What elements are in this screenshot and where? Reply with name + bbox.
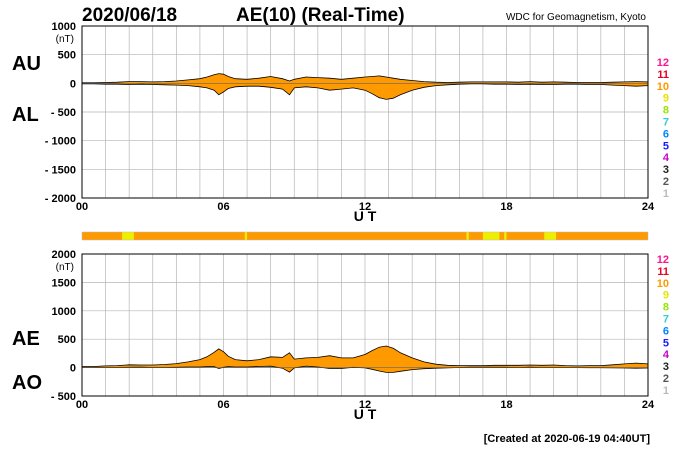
chart-title: AE(10) (Real-Time) <box>236 5 405 26</box>
station-scale-label: 9 <box>663 290 669 302</box>
au-al-y-tick-label: - 2000 <box>45 193 76 205</box>
ae-ao-x-tick-label: 12 <box>359 399 371 411</box>
station-scale-label: 8 <box>663 105 669 117</box>
station-scale-label: 7 <box>663 117 669 129</box>
au-al-panel: 1000 500 0 - 500 - 1000 - 1500 - 2000 00 06 12 18… <box>12 21 655 224</box>
station-scale-label: 6 <box>663 325 669 337</box>
au-al-y-tick-label: - 1000 <box>45 136 76 148</box>
au-al-x-tick-labels: 00 06 12 18 24 <box>76 201 655 213</box>
station-bar-segment <box>122 232 134 240</box>
au-al-grid <box>82 26 648 198</box>
station-scale-label: 7 <box>663 314 669 326</box>
station-bar-segment <box>244 232 248 240</box>
au-al-x-tick-label: 06 <box>217 201 229 213</box>
station-scale-label: 2 <box>663 176 669 188</box>
station-bar-frame <box>81 231 649 241</box>
station-scale-label: 1 <box>663 188 669 200</box>
station-scale-label: 4 <box>663 349 670 361</box>
station-bar-segment <box>482 232 500 240</box>
station-bar-segment <box>544 232 557 240</box>
ae-ao-y-tick-label: 1000 <box>52 306 76 318</box>
ae-ao-y-tick-label: 2000 <box>52 249 76 261</box>
station-scale-label: 10 <box>657 278 669 290</box>
au-al-au-line <box>82 73 649 84</box>
station-count-bar <box>81 231 649 241</box>
ae-ao-x-tick-labels: 00 06 12 18 24 <box>76 399 655 411</box>
station-scale-label: 5 <box>663 140 669 152</box>
au-al-x-axis-label: U T <box>354 208 377 224</box>
ae-ao-panel: 2000 1500 1000 500 0 - 500 00 06 12 18 24 (nT) AE… <box>12 249 655 422</box>
station-bar-base <box>82 232 648 240</box>
station-scale-label: 10 <box>657 81 669 93</box>
station-scale-label: 12 <box>657 254 669 266</box>
station-scale-label: 9 <box>663 93 669 105</box>
ae-ao-unit: (nT) <box>56 262 74 273</box>
station-scale-label: 6 <box>663 128 669 140</box>
ae-ao-x-tick-label: 06 <box>217 399 229 411</box>
au-al-y-tick-label: - 500 <box>51 107 76 119</box>
au-label: AU <box>12 53 41 75</box>
ae-ao-fill-area <box>82 346 648 373</box>
ae-ao-y-tick-label: 0 <box>70 363 76 375</box>
au-al-x-tick-label: 00 <box>76 201 88 213</box>
ae-ao-x-axis-label: U T <box>354 406 377 422</box>
au-al-series <box>82 73 649 100</box>
ae-label: AE <box>12 328 40 350</box>
ae-ao-grid <box>82 254 648 396</box>
au-al-y-tick-label: 500 <box>58 50 76 62</box>
au-al-y-tick-labels: 1000 500 0 - 500 - 1000 - 1500 - 2000 <box>45 21 76 205</box>
au-al-unit: (nT) <box>56 34 74 45</box>
ae-ao-x-tick-label: 18 <box>500 399 512 411</box>
ae-ao-frame <box>81 253 649 397</box>
station-scale-label: 11 <box>657 69 669 81</box>
station-scale-label: 5 <box>663 337 669 349</box>
ae-ao-ae-line <box>82 345 649 367</box>
au-al-y-tick-label: - 1500 <box>45 164 76 176</box>
station-scale-label: 3 <box>663 361 669 373</box>
au-al-x-tick-label: 18 <box>500 201 512 213</box>
au-al-x-tick-label: 24 <box>642 201 655 213</box>
station-scale-label: 8 <box>663 302 669 314</box>
au-al-frame <box>81 25 649 199</box>
ae-ao-series <box>82 345 649 373</box>
ae-ao-y-tick-label: - 500 <box>51 391 76 403</box>
chart-date: 2020/06/18 <box>82 5 177 26</box>
station-scale-label: 2 <box>663 373 669 385</box>
ae-ao-x-tick-label: 24 <box>642 399 655 411</box>
created-timestamp: [Created at 2020-06-19 04:40UT] <box>484 433 651 445</box>
au-al-x-tick-label: 12 <box>359 201 371 213</box>
station-scale-label: 12 <box>657 57 669 69</box>
au-al-al-line <box>82 83 649 100</box>
ao-label: AO <box>12 372 42 394</box>
station-scale-label: 11 <box>657 266 669 278</box>
station-scale-label: 3 <box>663 164 669 176</box>
ae-ao-y-tick-label: 1500 <box>52 277 76 289</box>
ae-ao-y-tick-labels: 2000 1500 1000 500 0 - 500 <box>51 249 76 403</box>
ae-ao-y-tick-label: 500 <box>58 334 76 346</box>
station-scale-label: 1 <box>663 385 669 397</box>
au-al-y-tick-label: 1000 <box>52 21 76 33</box>
data-source: WDC for Geomagnetism, Kyoto <box>506 12 646 23</box>
ae-ao-x-tick-label: 00 <box>76 399 88 411</box>
au-al-y-tick-label: 0 <box>70 78 76 90</box>
station-bar-segment <box>466 232 469 240</box>
station-bar-segment <box>504 232 507 240</box>
al-label: AL <box>12 104 39 126</box>
au-al-fill-area <box>82 73 648 100</box>
station-scale-label: 4 <box>663 152 670 164</box>
